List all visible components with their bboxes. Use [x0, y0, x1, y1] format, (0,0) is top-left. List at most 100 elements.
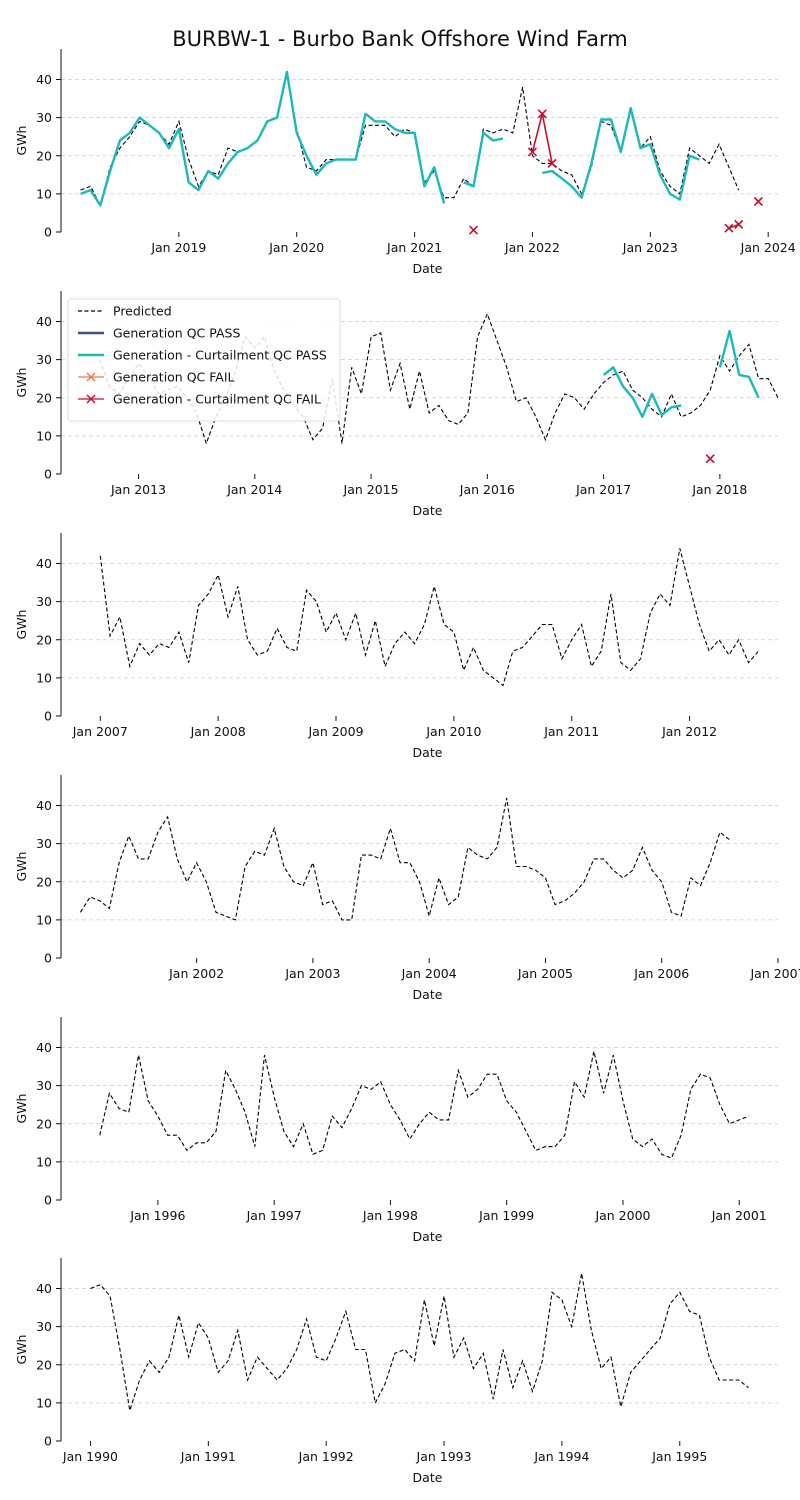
x-tick-label: Jan 2017: [575, 482, 631, 497]
y-tick-label: 40: [36, 314, 52, 329]
x-tick-label: Jan 2019: [150, 240, 206, 255]
panel-4: 0 10 20 30 40 Jan 2002 Jan 2003 Jan 2004 Jan 200…: [14, 775, 800, 1002]
y-tick-label: 0: [44, 467, 52, 482]
y-tick-label: 40: [36, 798, 52, 813]
series-predicted-line: [99, 548, 759, 687]
series-predicted-line: [99, 1051, 750, 1159]
x-tick-label: Jan 2023: [622, 240, 678, 255]
x-tick-label: Jan 1990: [62, 1449, 118, 1464]
x-tick-label: Jan 2020: [268, 240, 324, 255]
series-curtailment-pass-line: [80, 70, 446, 207]
x-axis-label: Date: [413, 1229, 443, 1244]
y-tick-label: 10: [36, 1395, 52, 1410]
y-tick-label: 10: [36, 186, 52, 201]
x-tick-label: Jan 1997: [246, 1208, 302, 1223]
y-tick-label: 10: [36, 1154, 52, 1169]
y-tick-label: 30: [36, 1078, 52, 1093]
x-tick-label: Jan 2003: [284, 966, 340, 981]
legend-label: Generation QC FAIL: [113, 370, 235, 385]
x-tick-label: Jan 2009: [307, 724, 363, 739]
x-tick-label: Jan 2001: [711, 1208, 767, 1223]
curtailment-fail-marker: [537, 109, 547, 119]
y-tick-label: 0: [44, 225, 52, 240]
x-tick-label: Jan 2014: [226, 482, 282, 497]
y-tick-label: 0: [44, 1193, 52, 1208]
y-tick-label: 10: [36, 912, 52, 927]
x-axis-label: Date: [413, 987, 443, 1002]
curtailment-fail-marker: [705, 454, 715, 464]
x-tick-label: Jan 2012: [661, 724, 717, 739]
y-tick-label: 0: [44, 951, 52, 966]
x-tick-label: Jan 2005: [517, 966, 573, 981]
series-curtailment-pass-line: [542, 106, 700, 201]
x-tick-label: Jan 1993: [416, 1449, 472, 1464]
chart-title: BURBW-1 - Burbo Bank Offshore Wind Farm: [172, 27, 628, 51]
panel-5: 0 10 20 30 40 Jan 1996 Jan 1997 Jan 1998 Jan 199…: [14, 1017, 778, 1244]
x-tick-label: Jan 2006: [633, 966, 689, 981]
legend: Predicted Generation QC PASS Generation - …: [67, 298, 341, 422]
y-tick-label: 40: [36, 556, 52, 571]
x-tick-label: Jan 1998: [362, 1208, 418, 1223]
x-axis-label: Date: [413, 745, 443, 760]
curtailment-fail-marker: [547, 158, 557, 168]
x-axis-label: Date: [413, 261, 443, 276]
x-tick-label: Jan 2011: [543, 724, 599, 739]
x-tick-label: Jan 2000: [594, 1208, 650, 1223]
series-predicted-line: [80, 71, 740, 207]
x-tick-label: Jan 2013: [110, 482, 166, 497]
series-curtailment-fail-line: [531, 113, 544, 153]
y-axis-label: GWh: [14, 610, 29, 640]
x-tick-label: Jan 2021: [386, 240, 442, 255]
legend-entry: Generation - Curtailment QC PASS: [78, 348, 327, 363]
x-tick-label: Jan 1999: [478, 1208, 534, 1223]
y-tick-label: 20: [36, 874, 52, 889]
legend-entry: Generation QC FAIL: [78, 370, 235, 385]
x-tick-label: Jan 2022: [504, 240, 560, 255]
y-tick-label: 20: [36, 1116, 52, 1131]
series-curtailment-pass-line: [463, 131, 504, 188]
x-tick-label: Jan 1991: [180, 1449, 236, 1464]
panels: 0 10 20 30 40 Jan 2019 Jan 2020 Jan 2021 Jan 202…: [14, 49, 800, 1485]
panel-3: 0 10 20 30 40 Jan 2007 Jan 2008 Jan 2009 Jan 201…: [14, 533, 778, 760]
x-tick-label: Jan 1996: [129, 1208, 185, 1223]
x-tick-label: Jan 2004: [401, 966, 457, 981]
x-tick-label: Jan 2018: [691, 482, 747, 497]
x-tick-label: Jan 2008: [190, 724, 246, 739]
series-predicted-line: [79, 797, 730, 921]
x-axis-label: Date: [413, 1470, 443, 1485]
legend-entry: Predicted: [78, 304, 172, 319]
x-tick-label: Jan 1994: [533, 1449, 589, 1464]
curtailment-fail-marker: [734, 219, 744, 229]
y-tick-label: 40: [36, 1281, 52, 1296]
curtailment-fail-marker: [527, 147, 538, 157]
panel-6: 0 10 20 30 40 Jan 1990 Jan 1991 Jan 1992 Jan 199…: [14, 1258, 778, 1485]
y-axis-label: GWh: [14, 368, 29, 398]
legend-label: Generation QC PASS: [113, 326, 240, 341]
x-tick-label: Jan 2024: [740, 240, 796, 255]
x-tick-label: Jan 1995: [651, 1449, 707, 1464]
y-tick-label: 20: [36, 390, 52, 405]
y-tick-label: 30: [36, 1319, 52, 1334]
legend-marker: [86, 394, 96, 404]
y-axis-label: GWh: [14, 1094, 29, 1124]
y-tick-label: 10: [36, 670, 52, 685]
series-curtailment-pass-line: [718, 329, 760, 399]
legend-marker: [86, 372, 96, 382]
x-tick-label: Jan 2015: [343, 482, 399, 497]
legend-entry: Generation QC PASS: [78, 326, 240, 341]
legend-box: [67, 298, 341, 422]
x-tick-label: Jan 2002: [168, 966, 224, 981]
series-predicted-line: [90, 1273, 749, 1411]
series-curtailment-fail-line: [541, 113, 553, 164]
series-predicted-line: [99, 312, 779, 446]
y-axis-label: GWh: [14, 1335, 29, 1365]
legend-entry: Generation - Curtailment QC FAIL: [78, 392, 321, 407]
legend-label: Generation - Curtailment QC PASS: [113, 348, 327, 363]
y-tick-label: 10: [36, 428, 52, 443]
legend-label: Predicted: [113, 304, 172, 319]
curtailment-fail-marker: [753, 196, 763, 207]
x-tick-label: Jan 2007: [72, 724, 128, 739]
x-tick-label: Jan 2016: [459, 482, 515, 497]
x-tick-label: Jan 1992: [298, 1449, 354, 1464]
